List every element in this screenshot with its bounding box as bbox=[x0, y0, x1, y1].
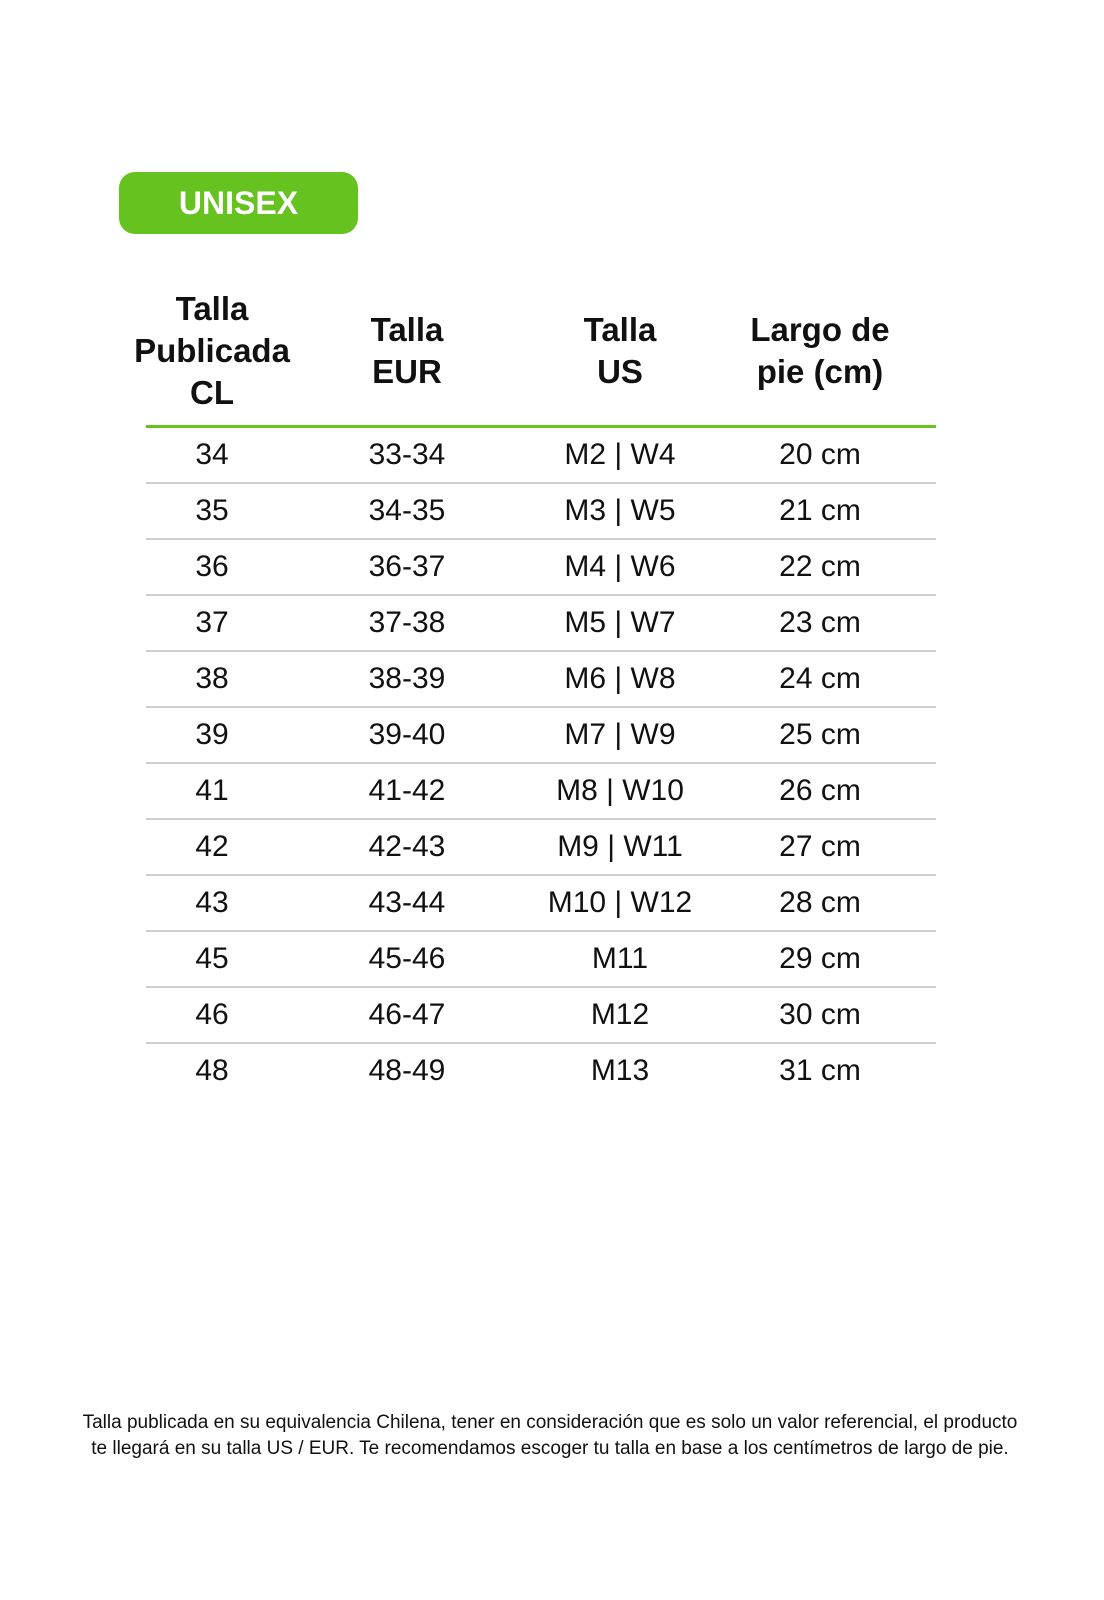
table-row: 48 48-49 M13 31 cm bbox=[146, 1044, 936, 1098]
footnote: Talla publicada en su equivalencia Chile… bbox=[40, 1410, 1060, 1462]
cell-eur: 33-34 bbox=[368, 438, 446, 471]
badge-label: UNISEX bbox=[178, 184, 299, 221]
table-row: 34 33-34 M2 | W4 20 cm bbox=[146, 428, 936, 484]
cell-us: M13 bbox=[590, 1054, 650, 1087]
cell-eur: 46-47 bbox=[368, 998, 446, 1031]
cell-us: M6 | W8 bbox=[564, 662, 676, 695]
cell-foot-length: 21 cm bbox=[779, 494, 861, 527]
cell-cl: 36 bbox=[195, 550, 229, 583]
cell-foot-length: 28 cm bbox=[779, 886, 861, 919]
cell-foot-length: 26 cm bbox=[779, 774, 861, 807]
cell-cl: 41 bbox=[195, 774, 229, 807]
header-cl: Talla Publicada CL bbox=[134, 289, 290, 411]
table-row: 37 37-38 M5 | W7 23 cm bbox=[146, 596, 936, 652]
cell-eur: 39-40 bbox=[368, 718, 446, 751]
cell-foot-length: 31 cm bbox=[779, 1054, 861, 1087]
table-row: 46 46-47 M12 30 cm bbox=[146, 988, 936, 1044]
table-row: 36 36-37 M4 | W6 22 cm bbox=[146, 540, 936, 596]
cell-us: M2 | W4 bbox=[564, 438, 676, 471]
cell-eur: 45-46 bbox=[368, 942, 446, 975]
table-row: 38 38-39 M6 | W8 24 cm bbox=[146, 652, 936, 708]
cell-eur: 34-35 bbox=[368, 494, 446, 527]
cell-cl: 43 bbox=[195, 886, 229, 919]
footnote-line-2: te llegará en su talla US / EUR. Te reco… bbox=[91, 1438, 1009, 1459]
cell-foot-length: 22 cm bbox=[779, 550, 861, 583]
cell-cl: 48 bbox=[195, 1054, 229, 1087]
table-row: 39 39-40 M7 | W9 25 cm bbox=[146, 708, 936, 764]
cell-eur: 38-39 bbox=[368, 662, 446, 695]
unisex-badge: UNISEX bbox=[119, 172, 358, 234]
cell-foot-length: 29 cm bbox=[779, 942, 861, 975]
cell-foot-length: 20 cm bbox=[779, 438, 861, 471]
table-row: 41 41-42 M8 | W10 26 cm bbox=[146, 764, 936, 820]
cell-foot-length: 30 cm bbox=[779, 998, 861, 1031]
cell-cl: 34 bbox=[195, 438, 229, 471]
table-row: 43 43-44 M10 | W12 28 cm bbox=[146, 876, 936, 932]
cell-cl: 42 bbox=[195, 830, 229, 863]
header-us: Talla US bbox=[583, 310, 657, 390]
size-table: Talla Publicada CL Talla EUR Talla US La… bbox=[134, 280, 936, 1098]
cell-eur: 37-38 bbox=[368, 606, 446, 639]
cell-cl: 46 bbox=[195, 998, 229, 1031]
cell-us: M7 | W9 bbox=[564, 718, 676, 751]
cell-us: M5 | W7 bbox=[564, 606, 676, 639]
table-row: 35 34-35 M3 | W5 21 cm bbox=[146, 484, 936, 540]
table-row: 45 45-46 M11 29 cm bbox=[146, 932, 936, 988]
cell-eur: 43-44 bbox=[368, 886, 446, 919]
header-eur: Talla EUR bbox=[370, 310, 444, 390]
table-body: 34 33-34 M2 | W4 20 cm 35 34-35 M3 | W5 21 cm 36… bbox=[146, 428, 936, 1098]
footnote-line-1: Talla publicada en su equivalencia Chile… bbox=[82, 1412, 1018, 1433]
header-foot-length: Largo de pie (cm) bbox=[750, 310, 890, 390]
cell-us: M9 | W11 bbox=[557, 830, 683, 863]
cell-cl: 38 bbox=[195, 662, 229, 695]
cell-eur: 48-49 bbox=[368, 1054, 446, 1087]
cell-foot-length: 24 cm bbox=[779, 662, 861, 695]
table-header: Talla Publicada CL Talla EUR Talla US La… bbox=[134, 280, 936, 428]
cell-foot-length: 27 cm bbox=[779, 830, 861, 863]
cell-eur: 42-43 bbox=[368, 830, 446, 863]
cell-us: M11 bbox=[591, 942, 649, 975]
cell-us: M4 | W6 bbox=[564, 550, 676, 583]
cell-us: M10 | W12 bbox=[547, 886, 693, 919]
cell-foot-length: 23 cm bbox=[779, 606, 861, 639]
cell-us: M8 | W10 bbox=[556, 774, 684, 807]
cell-foot-length: 25 cm bbox=[779, 718, 861, 751]
cell-cl: 35 bbox=[195, 494, 229, 527]
cell-us: M12 bbox=[590, 998, 650, 1031]
table-row: 42 42-43 M9 | W11 27 cm bbox=[146, 820, 936, 876]
cell-eur: 41-42 bbox=[368, 774, 446, 807]
cell-cl: 39 bbox=[195, 718, 229, 751]
cell-cl: 45 bbox=[195, 942, 229, 975]
cell-eur: 36-37 bbox=[368, 550, 446, 583]
cell-us: M3 | W5 bbox=[564, 494, 676, 527]
cell-cl: 37 bbox=[195, 606, 229, 639]
